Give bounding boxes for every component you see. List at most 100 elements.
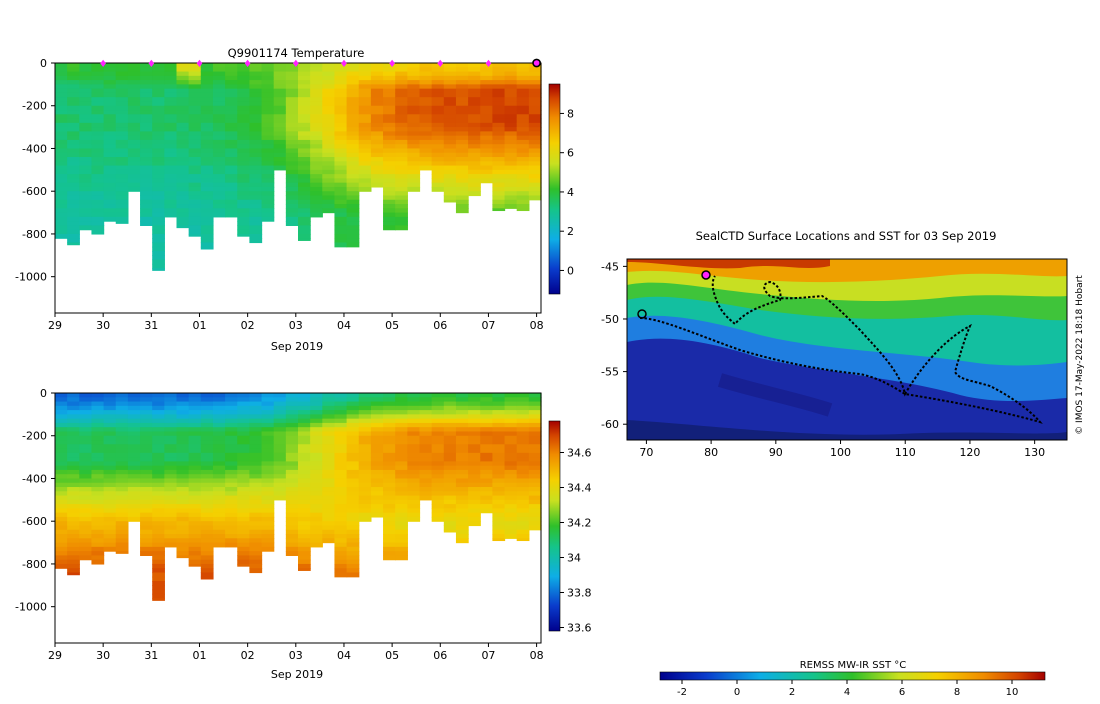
temperature-cell <box>152 233 165 239</box>
temperature-cell <box>346 161 360 167</box>
map-xtick-label: 90 <box>769 446 783 459</box>
temperature-cell <box>407 75 421 81</box>
salinity-cell <box>298 474 311 480</box>
temperature-cell <box>67 165 80 171</box>
salinity-cell <box>395 482 408 488</box>
salinity-cell <box>164 487 178 492</box>
temperature-cell <box>480 131 493 137</box>
temperature-cell <box>225 92 238 98</box>
temperature-cell <box>152 251 165 256</box>
salinity-cell <box>346 559 360 565</box>
temperature-cell <box>322 135 336 141</box>
temperature-cell <box>516 101 530 107</box>
salinity-cell <box>140 401 153 407</box>
temperature-cell <box>455 182 469 188</box>
temperature-cell <box>407 92 421 98</box>
temperature-cell <box>298 221 311 226</box>
temperature-cell <box>468 97 481 103</box>
salinity-cell <box>298 525 311 531</box>
temperature-cell <box>285 157 299 162</box>
temperature-cell <box>443 182 457 188</box>
temperature-cell <box>455 186 469 192</box>
temperature-cell <box>358 131 372 137</box>
salinity-cell <box>188 563 202 567</box>
salinity-cell <box>91 529 105 535</box>
temperature-cell <box>273 122 287 128</box>
temperature-cell <box>310 88 323 94</box>
salinity-cell <box>67 418 80 424</box>
salinity-cell <box>237 422 250 428</box>
salinity-cell <box>237 418 250 424</box>
temperature-cell <box>261 67 275 73</box>
salinity-cell <box>504 431 518 437</box>
temperature-cell <box>164 80 178 85</box>
temperature-cell <box>261 114 275 120</box>
temperature-cell <box>55 186 68 192</box>
temperature-cell <box>492 174 506 179</box>
temperature-cell <box>492 182 506 188</box>
salinity-cell <box>285 508 299 514</box>
salinity-cell <box>140 452 153 458</box>
temperature-cell <box>225 67 238 73</box>
salinity-cell <box>188 410 202 415</box>
temperature-cell <box>212 165 226 171</box>
salinity-cell <box>395 534 408 539</box>
salinity-cell <box>383 504 396 509</box>
temperature-cell <box>212 84 226 90</box>
salinity-cell <box>322 538 336 544</box>
salinity-cell <box>504 461 518 467</box>
salinity-cell <box>480 495 493 501</box>
temperature-cell <box>91 110 105 115</box>
salinity-cell <box>492 487 506 492</box>
salinity-cell <box>237 410 250 415</box>
salinity-cell <box>79 440 93 445</box>
salinity-cell <box>91 422 105 428</box>
temperature-cell <box>395 186 408 192</box>
temperature-cell <box>310 161 323 167</box>
temperature-cell <box>188 174 202 179</box>
temperature-cell <box>261 84 275 90</box>
salinity-cell <box>127 422 141 428</box>
salinity-cell <box>188 478 202 484</box>
salinity-cell <box>152 563 165 569</box>
temperature-cell <box>103 122 117 128</box>
salinity-cell <box>237 512 250 518</box>
temperature-cell <box>225 186 238 192</box>
salinity-xtick-label: 06 <box>433 649 447 662</box>
temperature-cell <box>67 161 80 167</box>
temperature-cell <box>237 169 250 175</box>
salinity-cell <box>115 538 129 544</box>
salinity-cell <box>261 546 275 552</box>
temperature-cell <box>273 157 287 162</box>
temperature-cell <box>261 101 275 107</box>
temperature-cell <box>152 97 165 103</box>
temperature-cell <box>383 135 396 141</box>
salinity-cell <box>310 393 323 398</box>
temperature-cell <box>370 169 384 175</box>
salinity-cell <box>152 444 165 450</box>
temperature-cell <box>310 199 323 205</box>
salinity-cell <box>285 491 299 497</box>
salinity-xtick-label: 04 <box>337 649 351 662</box>
salinity-cell <box>225 422 238 428</box>
salinity-cell <box>103 516 117 522</box>
temperature-cell <box>237 165 250 171</box>
salinity-cell <box>91 397 105 403</box>
salinity-cell <box>212 499 226 505</box>
salinity-cell <box>67 546 80 552</box>
temperature-cell <box>346 242 360 248</box>
temperature-cell <box>188 101 202 107</box>
salinity-cell <box>370 448 384 454</box>
temperature-cell <box>237 199 250 205</box>
temperature-cell <box>516 186 530 192</box>
salinity-cell <box>103 444 117 450</box>
temperature-cell <box>152 255 165 261</box>
temperature-cell <box>91 148 105 154</box>
salinity-cell <box>298 414 311 420</box>
salinity-cell <box>67 572 80 576</box>
temperature-cell <box>67 63 80 68</box>
temperature-cell <box>200 67 214 73</box>
salinity-cell <box>188 525 202 531</box>
temperature-cell <box>516 152 530 158</box>
temperature-cell <box>176 157 190 162</box>
